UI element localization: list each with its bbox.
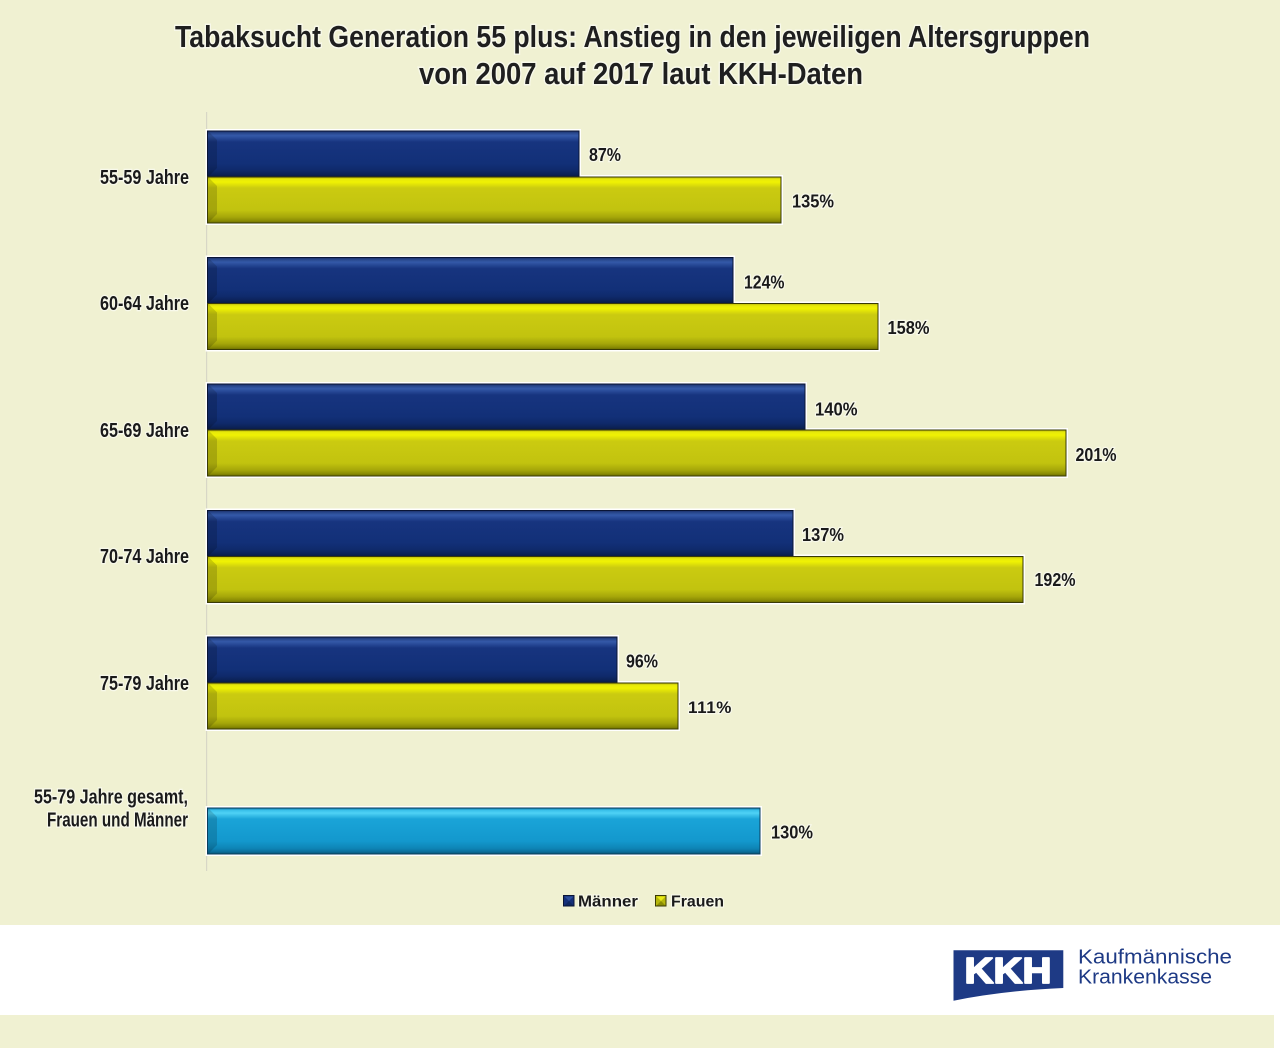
- svg-text:Frauen: Frauen: [671, 894, 724, 911]
- svg-text:140%: 140%: [815, 400, 858, 420]
- svg-text:70-74 Jahre: 70-74 Jahre: [100, 546, 189, 568]
- svg-text:von 2007 auf 2017 laut KKH-Dat: von 2007 auf 2017 laut KKH-Daten: [419, 56, 863, 91]
- svg-text:96%: 96%: [626, 652, 658, 672]
- svg-text:158%: 158%: [888, 318, 930, 338]
- svg-text:137%: 137%: [802, 525, 844, 545]
- svg-text:65-69 Jahre: 65-69 Jahre: [100, 420, 189, 442]
- svg-text:124%: 124%: [744, 273, 785, 293]
- svg-text:Krankenkasse: Krankenkasse: [1078, 967, 1212, 989]
- svg-text:Frauen und Männer: Frauen und Männer: [47, 810, 188, 832]
- svg-text:KKH: KKH: [965, 950, 1052, 991]
- svg-text:75-79 Jahre: 75-79 Jahre: [100, 673, 189, 695]
- svg-text:55-79 Jahre gesamt,: 55-79 Jahre gesamt,: [34, 787, 188, 809]
- svg-text:87%: 87%: [589, 145, 621, 165]
- svg-text:192%: 192%: [1035, 570, 1076, 590]
- svg-text:60-64 Jahre: 60-64 Jahre: [100, 293, 189, 315]
- svg-text:201%: 201%: [1076, 445, 1117, 465]
- svg-text:135%: 135%: [792, 192, 834, 212]
- svg-text:Kaufmännische: Kaufmännische: [1078, 947, 1232, 969]
- svg-text:55-59 Jahre: 55-59 Jahre: [100, 167, 189, 189]
- svg-text:130%: 130%: [771, 823, 813, 843]
- svg-text:Männer: Männer: [578, 894, 638, 911]
- svg-text:111%: 111%: [688, 698, 732, 717]
- svg-text:Tabaksucht Generation 55 plus:: Tabaksucht Generation 55 plus: Anstieg i…: [175, 19, 1090, 54]
